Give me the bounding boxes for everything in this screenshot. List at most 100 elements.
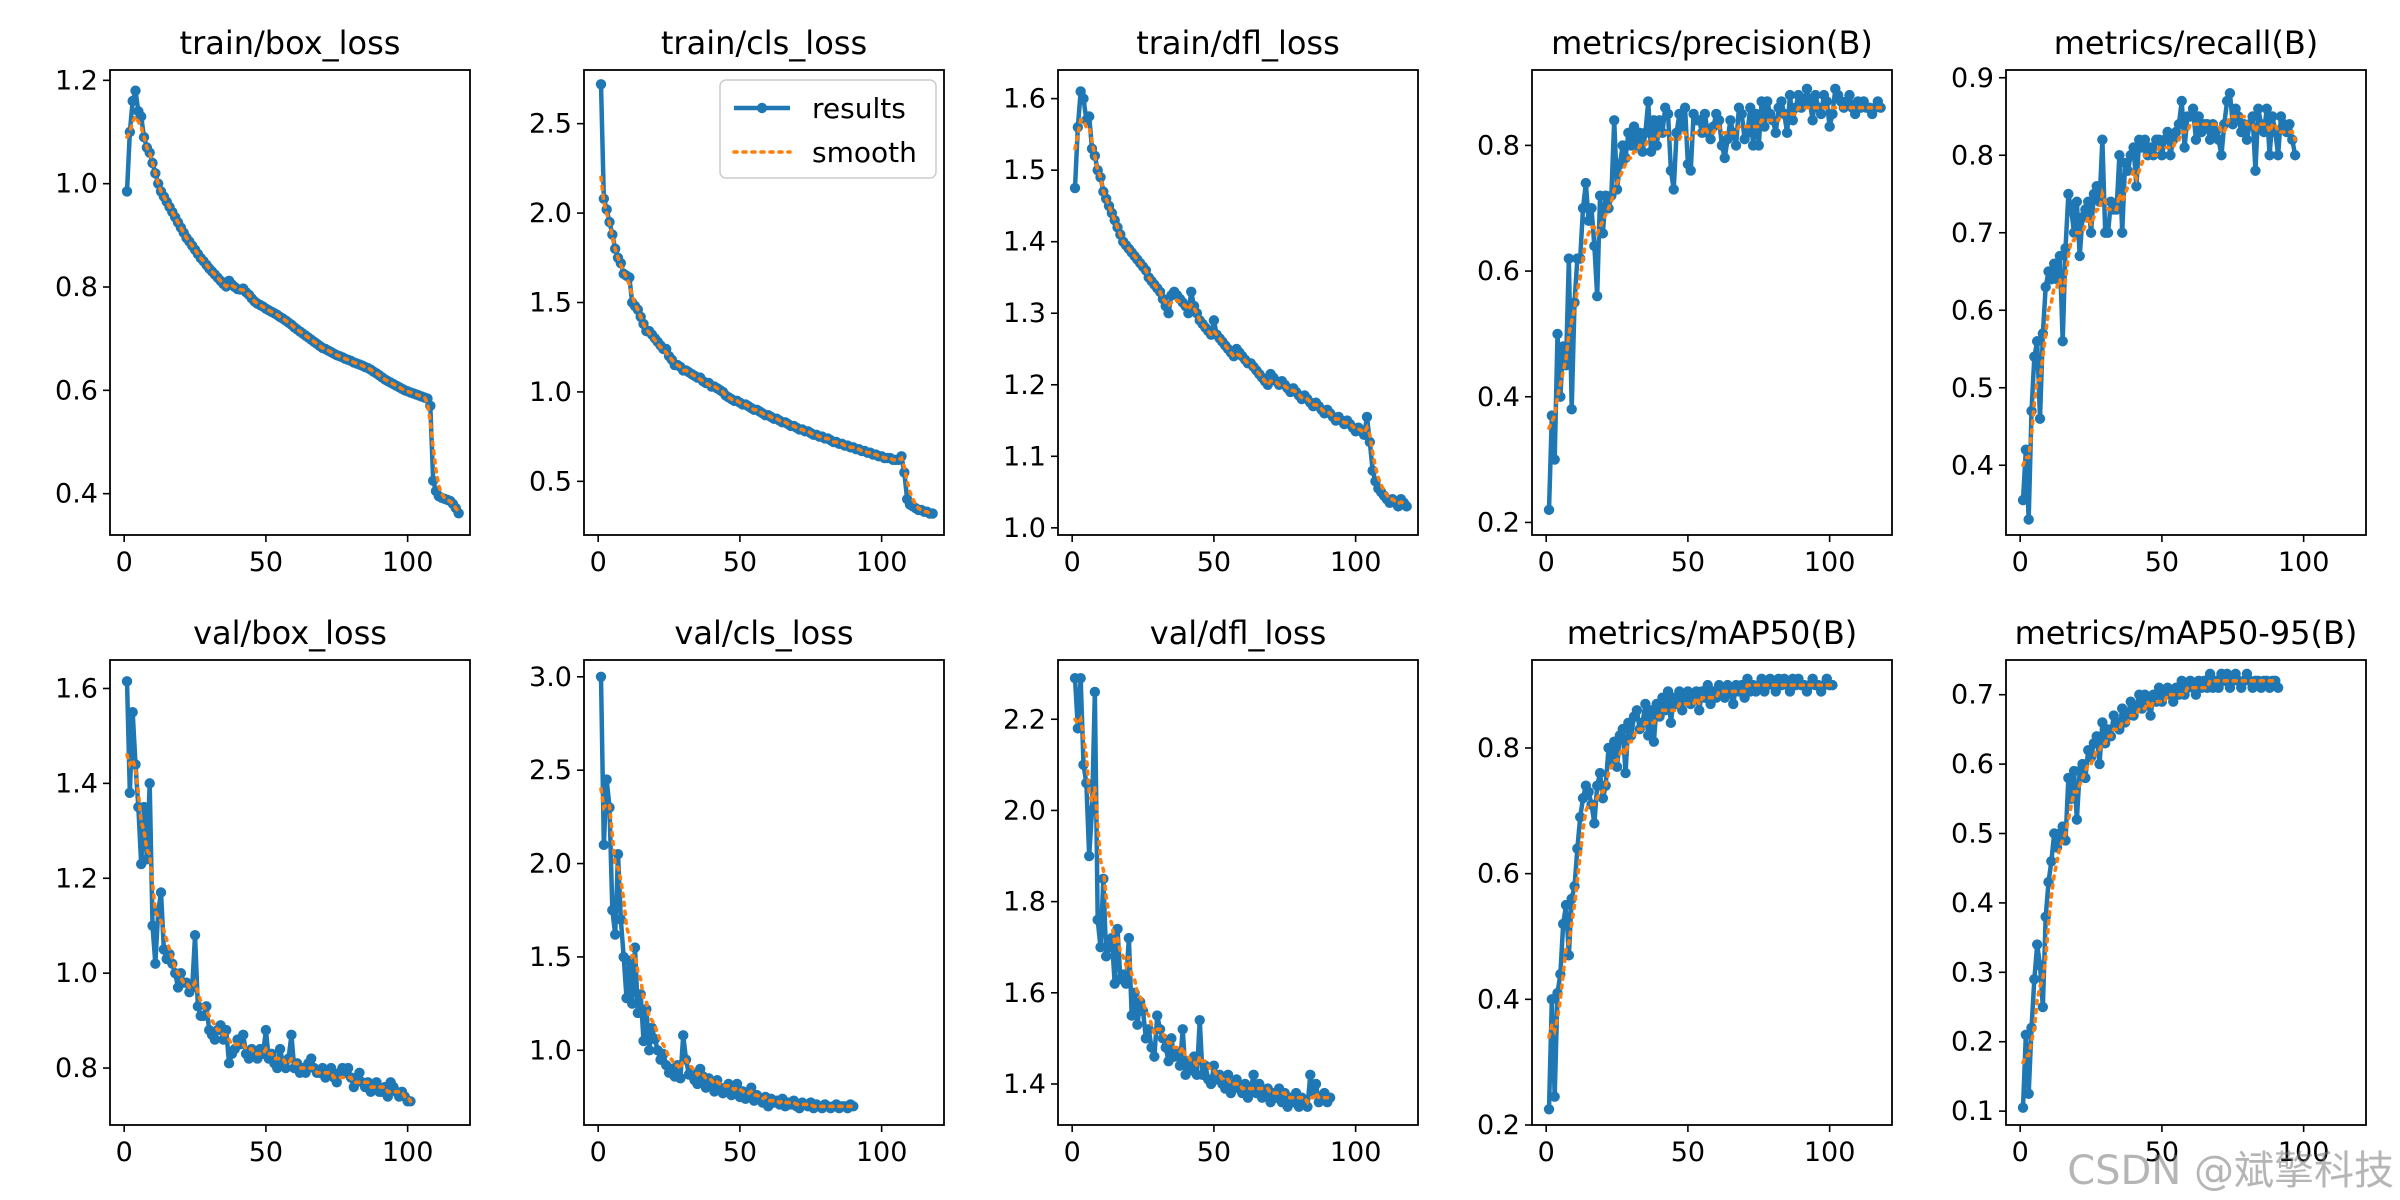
results-point xyxy=(223,1058,235,1069)
results-point xyxy=(325,1062,337,1074)
results-point xyxy=(675,1073,686,1084)
results-line xyxy=(598,676,855,1111)
results-point xyxy=(1075,673,1086,684)
y-tick-label: 1.2 xyxy=(55,65,98,96)
results-line xyxy=(1072,675,1333,1110)
results-point xyxy=(2284,119,2295,130)
results-point xyxy=(1662,108,1674,120)
results-point xyxy=(1801,83,1813,95)
results-point xyxy=(2156,150,2168,161)
results-line xyxy=(2020,671,2281,1108)
results-point xyxy=(1577,203,1589,214)
panel-train-cls-loss: train/cls_loss 0 50 100 0.5 1.0 1.5 2.0 2.5 resul… xyxy=(529,24,945,578)
results-point xyxy=(2091,731,2102,742)
results-point xyxy=(2057,821,2068,832)
results-point xyxy=(646,1022,658,1034)
results-point xyxy=(218,1034,229,1045)
results-point xyxy=(354,1067,365,1079)
y-tick-label: 0.4 xyxy=(1477,984,1520,1015)
results-point xyxy=(331,1077,342,1088)
results-point xyxy=(1310,1078,1322,1090)
results-point xyxy=(2213,682,2224,693)
y-tick-label: 0.4 xyxy=(1477,382,1520,413)
axes-frame xyxy=(1057,69,1419,536)
panel-title: val/cls_loss xyxy=(674,614,853,652)
results-point xyxy=(1563,253,1575,264)
results-point xyxy=(1543,1104,1555,1115)
panel-title: train/box_loss xyxy=(180,24,401,62)
x-tick-label: 0 xyxy=(1064,1137,1081,1168)
results-point xyxy=(626,998,638,1009)
results-point xyxy=(2204,668,2216,680)
results-point xyxy=(2125,696,2136,707)
results-point xyxy=(2131,181,2142,192)
results-point xyxy=(2029,974,2040,985)
x-tick-label: 100 xyxy=(856,1137,908,1168)
results-point xyxy=(927,508,938,519)
x-tick-label: 50 xyxy=(2145,547,2179,578)
results-point xyxy=(2048,258,2060,269)
y-tick-label: 1.6 xyxy=(55,673,98,704)
x-tick-label: 100 xyxy=(856,547,908,578)
results-point xyxy=(382,1091,393,1102)
results-point xyxy=(1668,184,1679,195)
results-point xyxy=(1770,127,1781,139)
smooth-line xyxy=(1547,105,1883,430)
y-tick-label: 1.5 xyxy=(529,288,572,319)
panel-title: metrics/mAP50(B) xyxy=(1567,614,1858,652)
results-point xyxy=(2071,196,2083,207)
results-point xyxy=(1728,698,1739,710)
y-tick-label: 1.0 xyxy=(529,377,572,408)
results-point xyxy=(1742,127,1753,139)
results-point xyxy=(1713,115,1725,126)
results-point xyxy=(1665,717,1677,729)
results-point xyxy=(238,1029,249,1041)
panel-val-dfl-loss: val/dfl_loss 0 50 100 1.4 1.6 1.8 2.0 2.2 xyxy=(1003,614,1419,1168)
results-point xyxy=(1594,767,1606,779)
results-point xyxy=(124,787,136,799)
watermark-text: CSDN @斌擎科技 xyxy=(2067,1148,2394,1194)
axes-frame xyxy=(1531,69,1893,536)
results-point xyxy=(1231,1074,1242,1085)
results-point xyxy=(1787,115,1798,126)
y-tick-label: 0.6 xyxy=(1951,295,1994,326)
y-tick-label: 1.1 xyxy=(1003,441,1046,472)
y-tick-label: 0.1 xyxy=(1951,1096,1994,1127)
results-point xyxy=(1753,140,1764,151)
results-point xyxy=(731,1078,743,1090)
results-point xyxy=(121,676,133,687)
legend: results smooth xyxy=(719,79,937,179)
results-point xyxy=(286,1029,297,1041)
results-point xyxy=(1152,1010,1163,1021)
results-point xyxy=(2097,717,2108,728)
results-point xyxy=(150,958,161,969)
y-tick-label: 2.0 xyxy=(529,849,572,880)
x-tick-label: 50 xyxy=(1671,547,1705,578)
results-point xyxy=(2060,243,2071,254)
x-tick-label: 0 xyxy=(590,1137,607,1168)
results-point xyxy=(1651,140,1662,151)
results-point xyxy=(2031,939,2043,950)
results-point xyxy=(1069,182,1081,194)
results-point xyxy=(1609,115,1620,126)
results-point xyxy=(609,929,621,940)
results-point xyxy=(1725,115,1736,126)
x-tick-label: 50 xyxy=(2145,1137,2179,1168)
x-tick-label: 100 xyxy=(1804,547,1856,578)
results-point xyxy=(371,1077,382,1088)
results-point xyxy=(2139,134,2151,145)
results-point xyxy=(2102,227,2114,238)
axes-frame xyxy=(583,69,945,536)
x-tick-label: 50 xyxy=(249,547,283,578)
results-point xyxy=(2168,696,2179,707)
y-tick-label: 0.5 xyxy=(1951,373,1994,404)
results-point xyxy=(127,95,138,107)
y-tick-label: 3.0 xyxy=(529,662,572,693)
results-point xyxy=(1597,793,1609,804)
results-point xyxy=(2190,134,2202,145)
results-point xyxy=(1824,121,1835,132)
panel-metrics-map50-95-b: metrics/mAP50-95(B) 0 50 100 0.1 0.2 0.3 0.4 0.5… xyxy=(1951,614,2367,1168)
results-point xyxy=(1736,108,1747,120)
results-point xyxy=(2272,150,2284,161)
